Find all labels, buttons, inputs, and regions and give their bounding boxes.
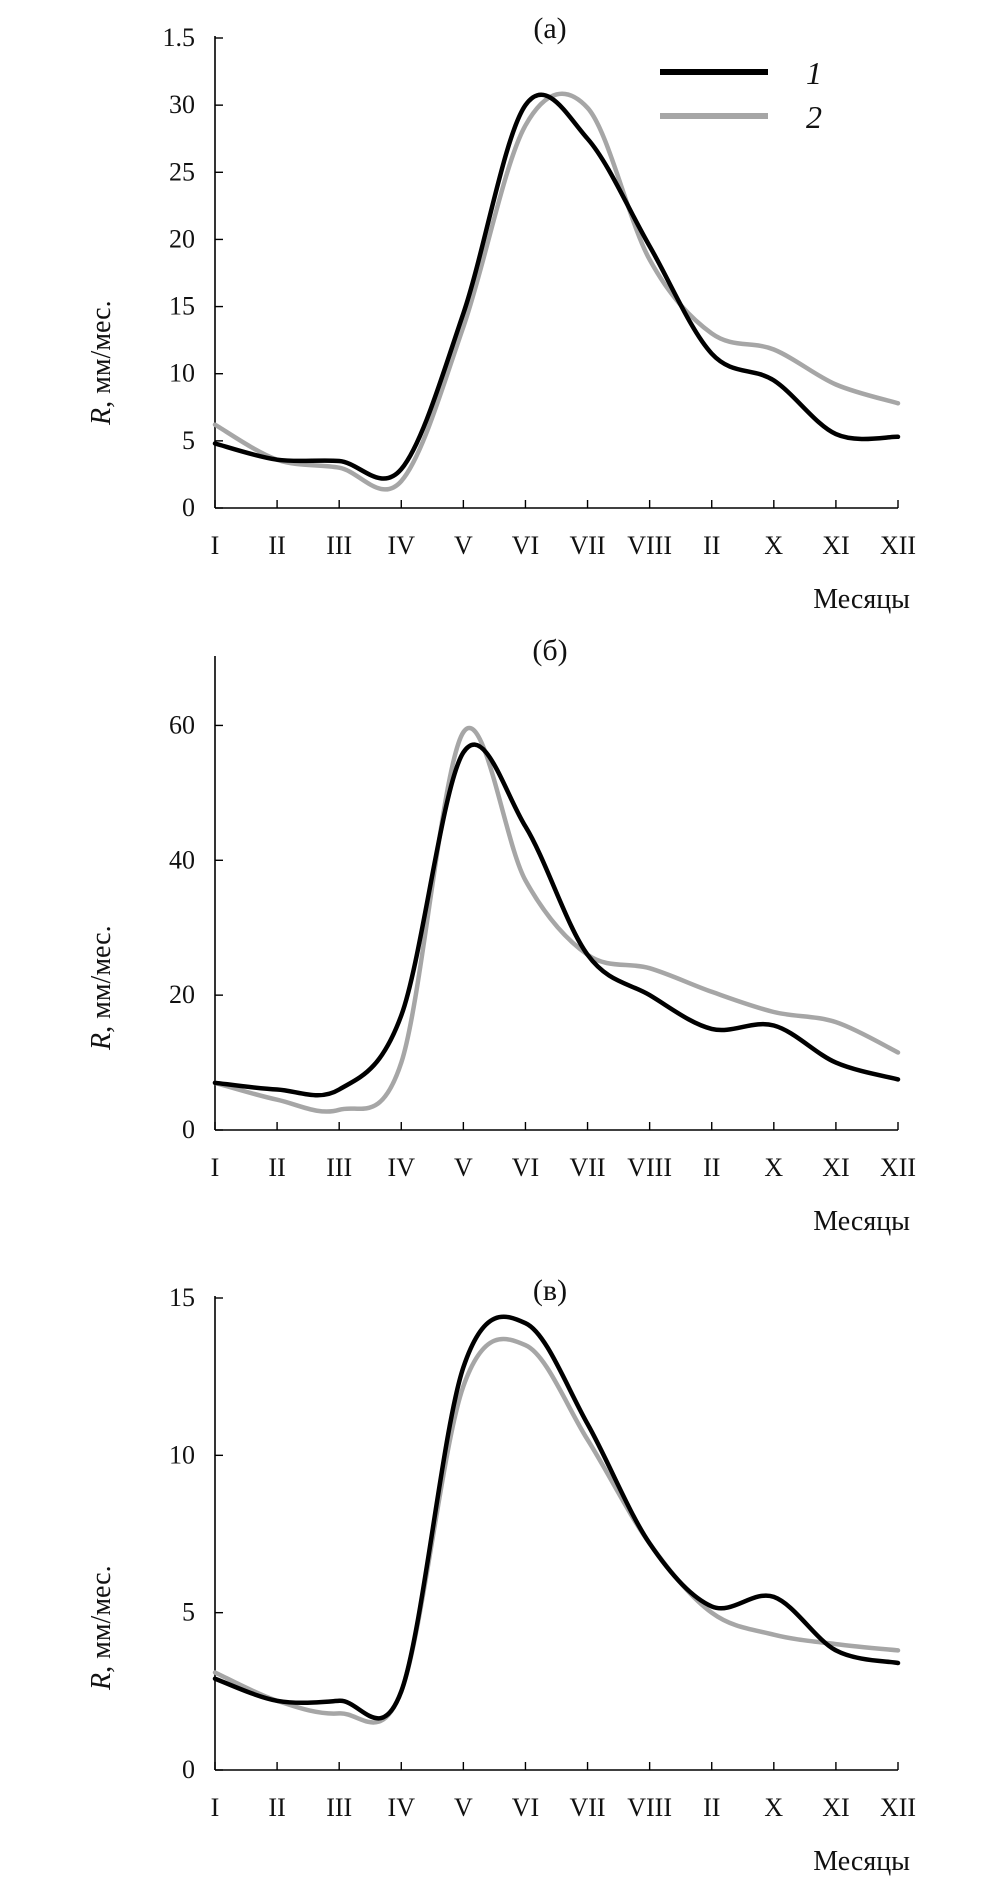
x-tick-label: VII (569, 1793, 605, 1822)
y-tick-label: 15 (169, 292, 195, 321)
x-tick-label: X (764, 1153, 783, 1182)
x-axis-label: Месяцы (813, 1846, 910, 1877)
y-tick-label: 60 (169, 710, 195, 739)
x-tick-label: I (211, 531, 220, 560)
series-line-1 (212, 1314, 901, 1721)
x-tick-label: XI (822, 531, 849, 560)
x-tick-label: IV (388, 1153, 416, 1182)
series-line-2 (212, 1336, 901, 1725)
y-tick-label: 40 (169, 845, 195, 874)
x-tick-label: VII (569, 531, 605, 560)
x-tick-label: X (764, 1793, 783, 1822)
y-axis-label-symbol: R (86, 1673, 117, 1691)
x-tick-label: III (326, 1793, 352, 1822)
y-tick-label: 10 (169, 359, 195, 388)
x-axis-label: Месяцы (813, 1206, 910, 1237)
x-tick-label: X (764, 531, 783, 560)
x-tick-label: VI (512, 1153, 539, 1182)
x-tick-label: II (703, 1153, 720, 1182)
x-tick-label: XII (880, 1793, 916, 1822)
x-tick-label: XI (822, 1153, 849, 1182)
x-tick-label: V (454, 531, 473, 560)
y-axis-label-unit: , мм/мес. (86, 925, 117, 1033)
x-tick-label: IV (388, 531, 416, 560)
y-tick-label: 10 (169, 1440, 195, 1469)
x-tick-label: XII (880, 1153, 916, 1182)
x-tick-label: I (211, 1153, 220, 1182)
y-tick-label: 20 (169, 980, 195, 1009)
x-tick-label: IV (388, 1793, 416, 1822)
legend: 12 (660, 55, 822, 135)
y-axis-label-symbol: R (86, 408, 117, 426)
x-tick-label: II (703, 1793, 720, 1822)
y-tick-label: 15 (169, 1283, 195, 1312)
y-tick-label: 20 (169, 224, 195, 253)
y-tick-label: 1.5 (163, 23, 196, 52)
x-axis-label: Месяцы (813, 584, 910, 615)
y-tick-label: 0 (182, 493, 195, 522)
y-tick-label: 0 (182, 1755, 195, 1784)
x-tick-label: V (454, 1793, 473, 1822)
y-axis-label-symbol: R (86, 1033, 117, 1051)
series-line-2 (212, 726, 901, 1114)
x-tick-label: I (211, 1793, 220, 1822)
series-line-1 (212, 742, 901, 1098)
legend-label: 1 (806, 55, 822, 91)
y-tick-label: 0 (182, 1115, 195, 1144)
x-tick-label: II (268, 531, 285, 560)
x-tick-label: II (268, 1793, 285, 1822)
y-axis-label-unit: , мм/мес. (86, 1565, 117, 1673)
y-axis-label-unit: , мм/мес. (86, 300, 117, 408)
y-tick-label: 25 (169, 157, 195, 186)
panel-title: (в) (533, 1274, 567, 1307)
x-tick-label: VI (512, 1793, 539, 1822)
x-tick-label: II (703, 531, 720, 560)
x-tick-label: XII (880, 531, 916, 560)
y-tick-label: 30 (169, 90, 195, 119)
x-tick-label: III (326, 1153, 352, 1182)
x-tick-label: III (326, 531, 352, 560)
y-tick-label: 5 (182, 1598, 195, 1627)
x-tick-label: VIII (627, 1153, 672, 1182)
series-line-1 (212, 92, 901, 481)
y-axis-label: R, мм/мес. (86, 300, 117, 426)
y-axis-label: R, мм/мес. (86, 1565, 117, 1691)
x-tick-label: V (454, 1153, 473, 1182)
x-tick-label: XI (822, 1793, 849, 1822)
panel-title: (б) (532, 634, 567, 667)
y-tick-label: 5 (182, 426, 195, 455)
x-tick-label: VIII (627, 1793, 672, 1822)
series-line-2 (212, 91, 901, 492)
x-tick-label: II (268, 1153, 285, 1182)
x-tick-label: VI (512, 531, 539, 560)
panel-title: (a) (533, 12, 566, 45)
y-axis-label: R, мм/мес. (86, 925, 117, 1051)
x-tick-label: VIII (627, 531, 672, 560)
x-tick-label: VII (569, 1153, 605, 1182)
legend-label: 2 (806, 99, 822, 135)
